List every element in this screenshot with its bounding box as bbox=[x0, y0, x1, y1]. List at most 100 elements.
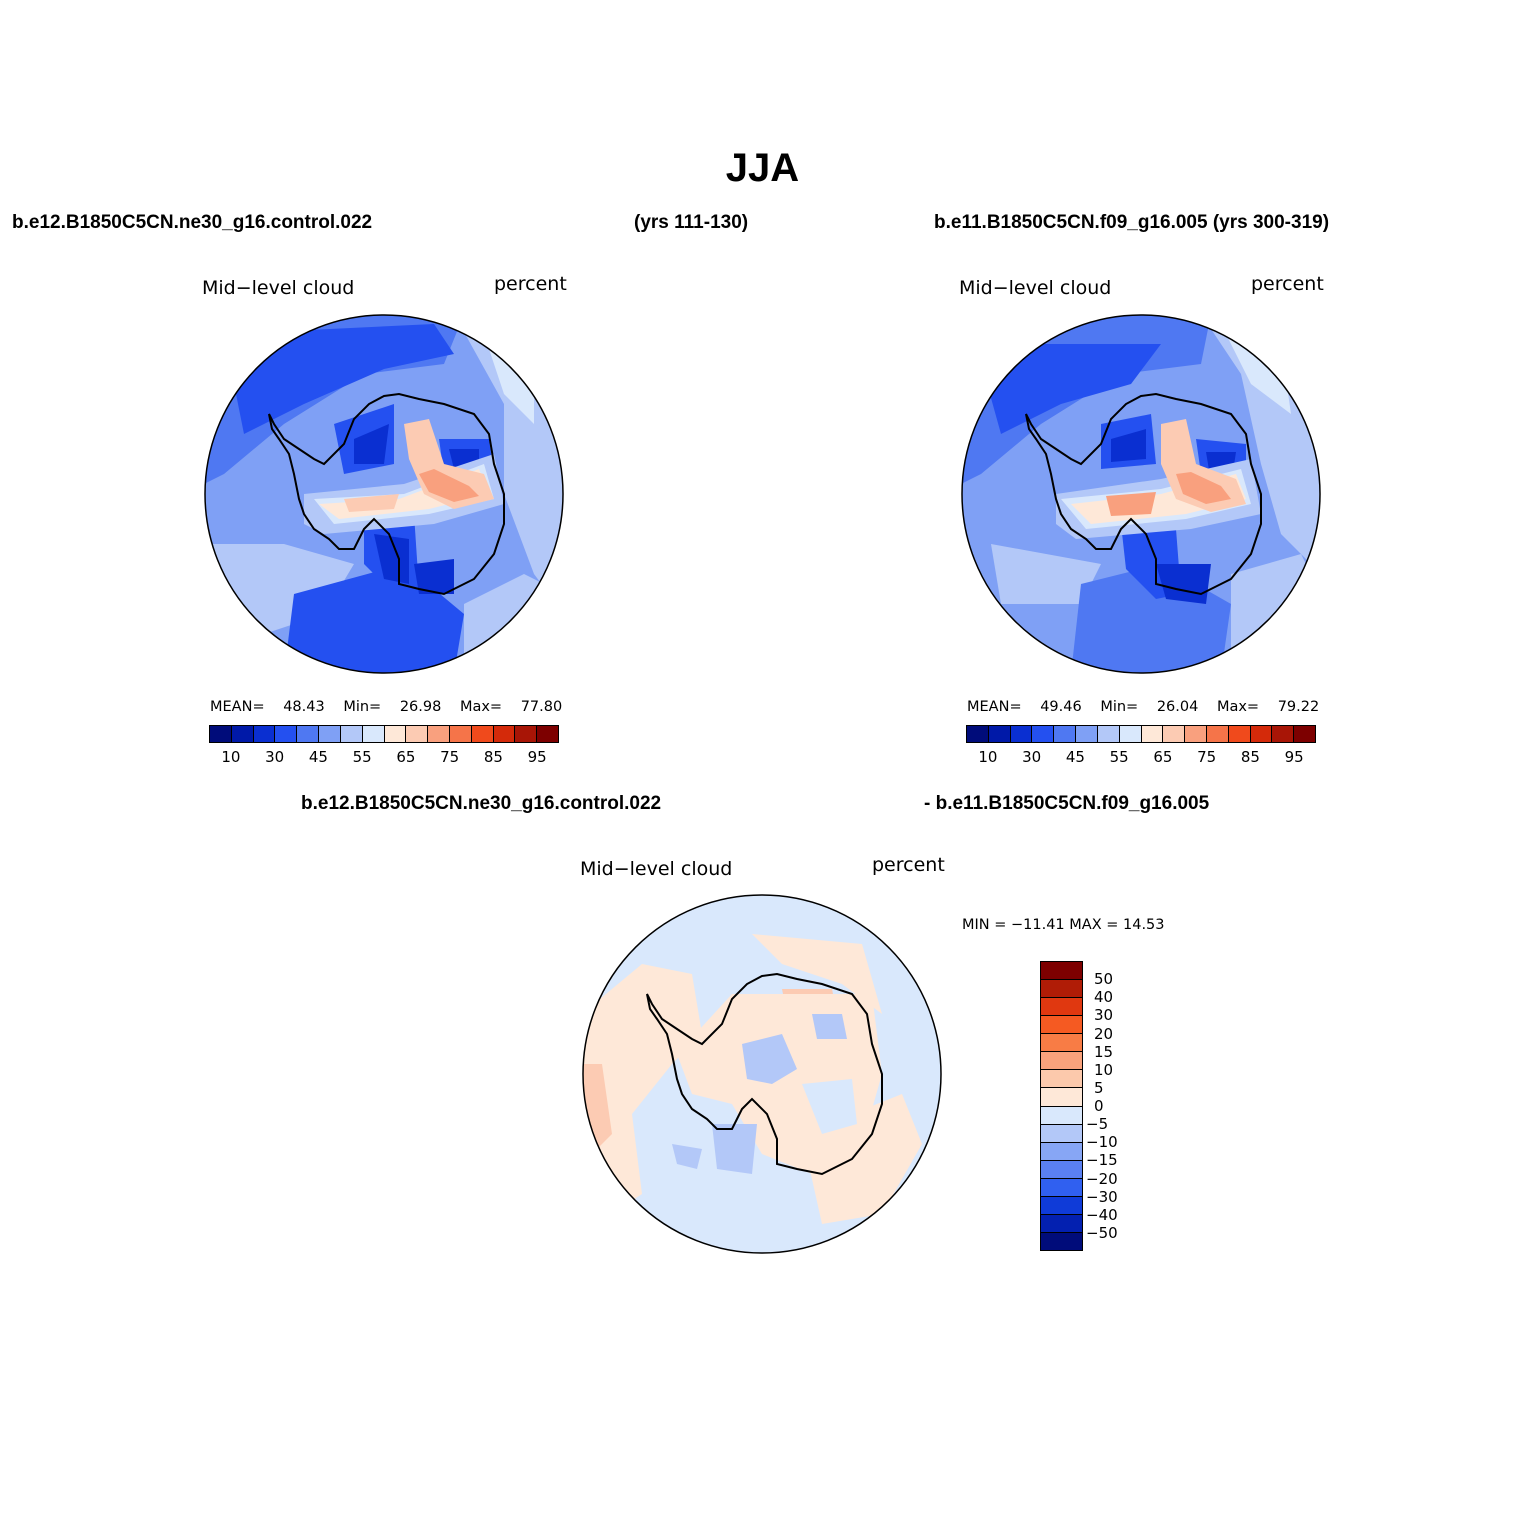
colorbar-swatch bbox=[1041, 1070, 1082, 1089]
colorbar-tick-label: −10 bbox=[1086, 1133, 1118, 1152]
colorbar-swatch bbox=[428, 726, 450, 742]
colorbar-tick-label: 75 bbox=[1197, 748, 1217, 766]
colorbar-tick-label: 65 bbox=[1153, 748, 1173, 766]
colorbar-tick-label: 20 bbox=[1094, 1024, 1114, 1043]
panel2-mean: 49.46 bbox=[1040, 699, 1082, 715]
colorbar-swatch bbox=[1097, 726, 1120, 742]
field-region bbox=[374, 534, 409, 584]
field-region bbox=[752, 934, 882, 1014]
panel1-label: Mid−level cloud bbox=[202, 277, 355, 299]
field-region bbox=[419, 469, 479, 502]
panel2-label: Mid−level cloud bbox=[959, 277, 1112, 299]
field-region bbox=[354, 424, 389, 464]
field-region bbox=[672, 1144, 702, 1169]
field-region bbox=[712, 1124, 757, 1174]
colorbar-tick-label: 95 bbox=[527, 748, 547, 766]
case2-name-years: b.e11.B1850C5CN.f09_g16.005 (yrs 300-319… bbox=[934, 212, 1330, 233]
colorbar-panel1 bbox=[209, 725, 559, 743]
colorbar-swatch bbox=[1041, 1232, 1082, 1250]
panel1-max: 77.80 bbox=[520, 699, 563, 715]
field-region bbox=[1176, 472, 1231, 504]
colorbar-swatch bbox=[275, 726, 298, 742]
panel1-min: 26.98 bbox=[399, 699, 442, 715]
field-region bbox=[583, 964, 702, 1234]
field-region bbox=[976, 344, 1161, 434]
diff-minmax: MIN = −11.41 MAX = 14.53 bbox=[962, 917, 1165, 933]
colorbar-swatch bbox=[1041, 1124, 1082, 1143]
colorbar-tick-label: 0 bbox=[1094, 1097, 1104, 1115]
map-boundary bbox=[204, 314, 564, 674]
coastline bbox=[1025, 392, 1262, 596]
map-boundary bbox=[961, 314, 1321, 674]
colorbar-swatch bbox=[1041, 980, 1082, 999]
colorbar-tick-label: −15 bbox=[1086, 1151, 1118, 1170]
panel2-min-label: Min= bbox=[1100, 699, 1139, 715]
map-diff bbox=[582, 894, 942, 1254]
colorbar-tick-label: 10 bbox=[978, 748, 998, 766]
diff-case-a: b.e12.B1850C5CN.ne30_g16.control.022 bbox=[301, 793, 662, 814]
colorbar-tick-label: −30 bbox=[1086, 1187, 1118, 1206]
colorbar-tick-label: −50 bbox=[1086, 1223, 1118, 1242]
colorbar-swatch bbox=[515, 726, 538, 742]
colorbar-tick-label: 85 bbox=[1240, 748, 1260, 766]
colorbar-tick-label: 50 bbox=[1094, 970, 1114, 989]
colorbar-tick-label: −20 bbox=[1086, 1169, 1118, 1188]
colorbar-swatch bbox=[1041, 1214, 1082, 1233]
colorbar-tick-label: 15 bbox=[1094, 1042, 1114, 1061]
colorbar-swatch bbox=[449, 726, 472, 742]
map-panel1 bbox=[204, 314, 564, 674]
field-region bbox=[1231, 554, 1320, 673]
colorbar-swatch bbox=[1041, 1196, 1082, 1215]
colorbar-swatch bbox=[1141, 726, 1164, 742]
panel2-units: percent bbox=[1251, 273, 1324, 295]
colorbar-swatch bbox=[1294, 726, 1315, 742]
case1-name: b.e12.B1850C5CN.ne30_g16.control.022 bbox=[12, 212, 373, 233]
colorbar-diff bbox=[1040, 961, 1083, 1251]
colorbar-tick-label: 40 bbox=[1094, 988, 1114, 1007]
panel1-min-label: Min= bbox=[343, 699, 382, 715]
colorbar-tick-label: 10 bbox=[1094, 1060, 1114, 1079]
map-panel2 bbox=[961, 314, 1321, 674]
panel2-stats: MEAN= 49.46 Min= 26.04 Max= 79.22 bbox=[967, 699, 1319, 715]
colorbar-swatch bbox=[1041, 1178, 1082, 1197]
field-region bbox=[742, 1034, 797, 1084]
colorbar-tick-label: 55 bbox=[1109, 748, 1129, 766]
colorbar-swatch bbox=[1163, 726, 1186, 742]
colorbar-swatch bbox=[384, 726, 407, 742]
colorbar-swatch bbox=[1041, 1016, 1082, 1035]
field-region bbox=[802, 1079, 857, 1134]
colorbar-tick-label: −40 bbox=[1086, 1205, 1118, 1224]
colorbar-swatch bbox=[231, 726, 254, 742]
colorbar-swatch bbox=[297, 726, 320, 742]
colorbar-swatch bbox=[1041, 962, 1082, 981]
field-region bbox=[991, 544, 1101, 604]
colorbar-tick-label: 30 bbox=[1022, 748, 1042, 766]
colorbar-swatch bbox=[1076, 726, 1098, 742]
colorbar-tick-label: −5 bbox=[1086, 1115, 1109, 1134]
field-region bbox=[1106, 492, 1156, 516]
colorbar-tick-label: 30 bbox=[265, 748, 285, 766]
diff-case-b: - b.e11.B1850C5CN.f09_g16.005 bbox=[924, 793, 1210, 814]
colorbar-tick-label: 10 bbox=[221, 748, 241, 766]
colorbar-swatch bbox=[1032, 726, 1055, 742]
colorbar-swatch bbox=[1041, 1052, 1082, 1071]
colorbar-swatch bbox=[988, 726, 1011, 742]
colorbar-swatch bbox=[1119, 726, 1142, 742]
colorbar-swatch bbox=[406, 726, 429, 742]
colorbar-swatch bbox=[1041, 1106, 1082, 1125]
colorbar-swatch bbox=[967, 726, 989, 742]
panel2-mean-label: MEAN= bbox=[967, 699, 1022, 715]
panel2-min: 26.04 bbox=[1156, 699, 1199, 715]
colorbar-swatch bbox=[1041, 1088, 1082, 1107]
colorbar-swatch bbox=[319, 726, 341, 742]
colorbar-swatch bbox=[210, 726, 232, 742]
colorbar-tick-label: 45 bbox=[1065, 748, 1085, 766]
case1-years: (yrs 111-130) bbox=[634, 212, 749, 233]
field-region bbox=[812, 1014, 847, 1039]
colorbar-swatch bbox=[1041, 998, 1082, 1017]
panel1-max-label: Max= bbox=[459, 699, 503, 715]
field-region bbox=[414, 559, 454, 594]
colorbar-diff-ticks: 50 40 30 20 15 10 5 0 −5 −10 −15 −20 −30 −40 −50 bbox=[1086, 961, 1150, 1251]
colorbar-swatch bbox=[1041, 1142, 1082, 1161]
colorbar-tick-label: 95 bbox=[1284, 748, 1304, 766]
